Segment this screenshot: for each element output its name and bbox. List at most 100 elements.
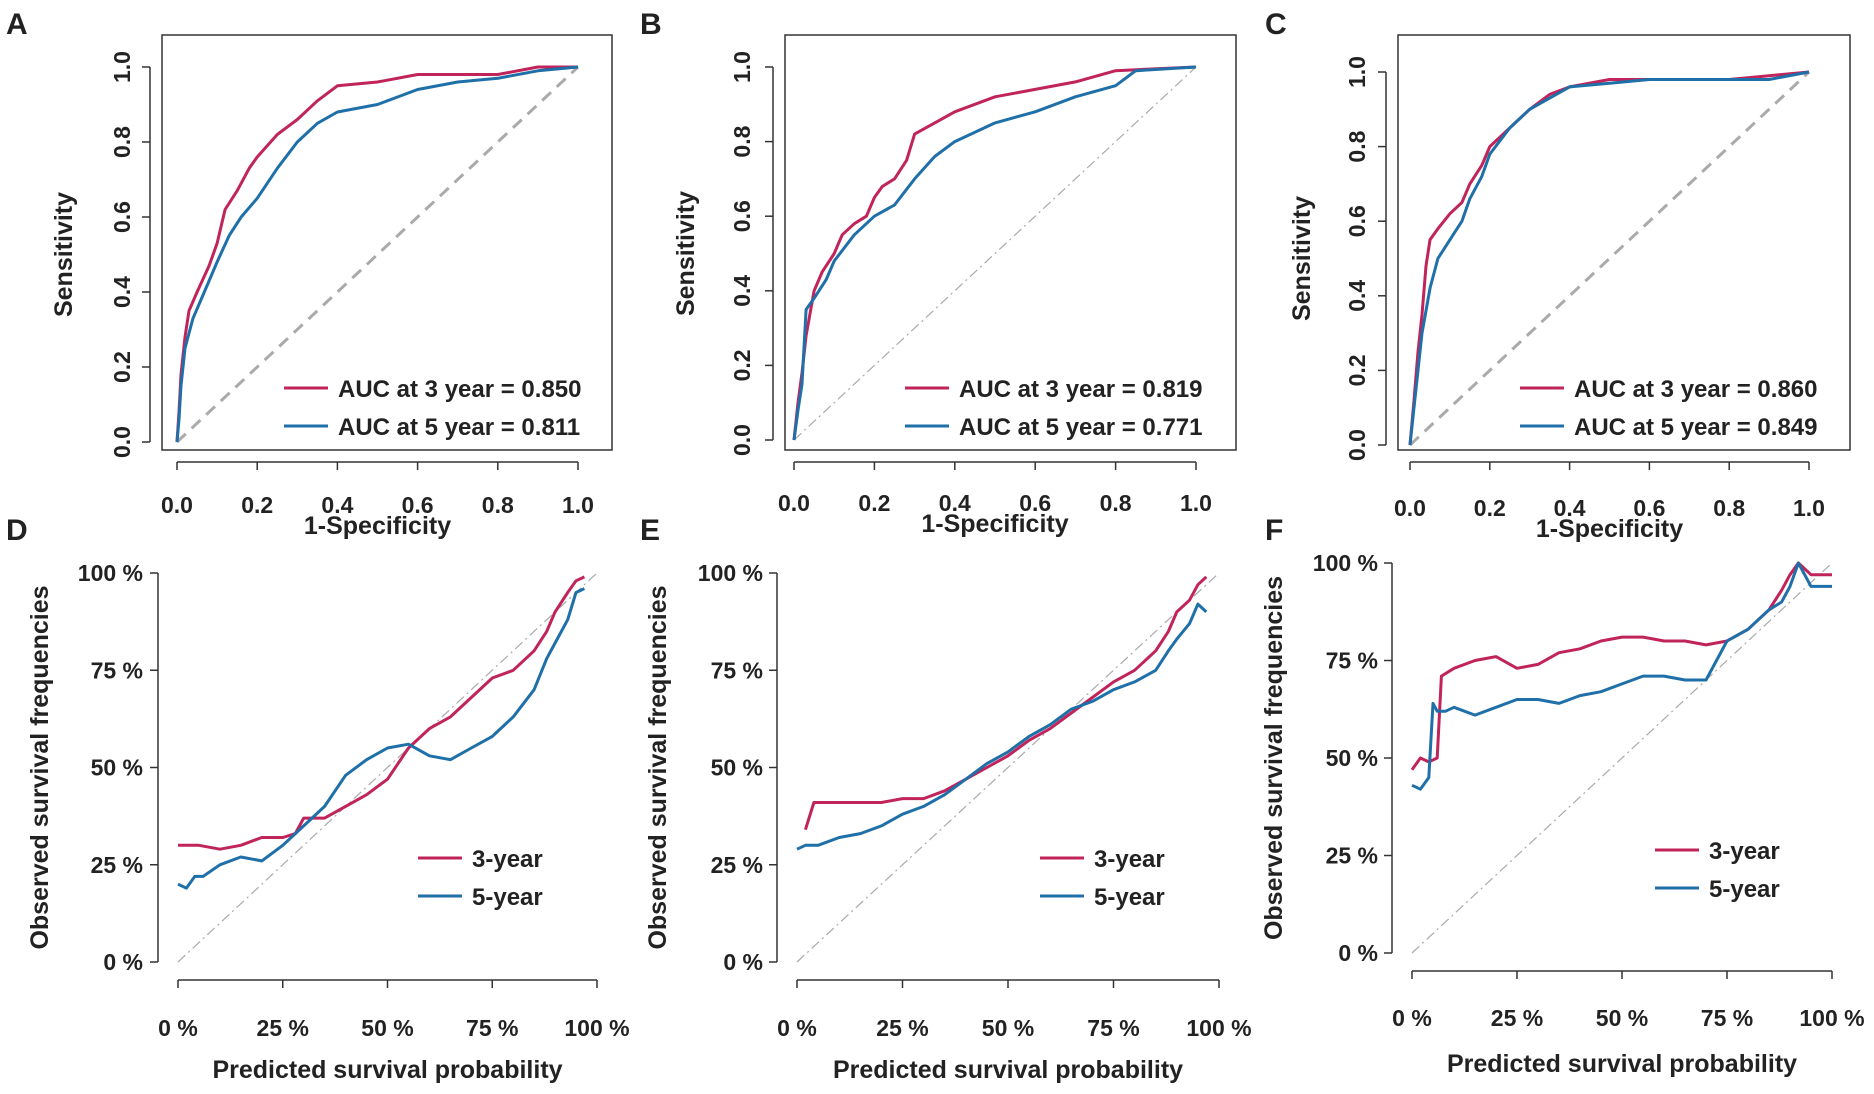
- y-tick-label: 0.4: [1344, 280, 1370, 312]
- y-tick-label: 0.6: [109, 201, 135, 233]
- reference-diagonal: [175, 65, 580, 444]
- series-line-five-year: [175, 65, 579, 443]
- y-tick-label: 0.6: [729, 200, 755, 232]
- y-tick-label: 25 %: [711, 852, 763, 878]
- y-tick-label: 0.8: [729, 125, 755, 157]
- series-line-five-year: [792, 65, 1197, 441]
- reference-diagonal: [796, 572, 1220, 963]
- x-tick-label: 0.6: [402, 492, 434, 518]
- series-line-five-year: [177, 587, 586, 890]
- x-tick-label: 100 %: [1799, 1005, 1864, 1031]
- y-axis-title: Sensitivity: [1288, 196, 1316, 321]
- panel-letter: E: [640, 514, 660, 547]
- x-axis-title: Predicted survival probability: [1447, 1050, 1797, 1078]
- x-tick-label: 75 %: [466, 1015, 518, 1041]
- legend-label: 5-year: [1709, 876, 1780, 903]
- chart-panel-c: C 0.0 0.2 0.4 0.6 0.8 1.0 0.0 0.2 0.4 0.6 0.8 1.0 1-S…: [1265, 8, 1851, 543]
- x-tick-label: 25 %: [876, 1015, 928, 1041]
- y-tick-label: 1.0: [729, 51, 755, 83]
- x-tick-label: 1.0: [562, 492, 594, 518]
- legend-label: 3-year: [472, 846, 543, 873]
- y-tick-label: 50 %: [1326, 745, 1378, 771]
- x-tick-label: 1.0: [1793, 495, 1825, 521]
- series-line-five-year: [796, 602, 1208, 851]
- x-tick-label: 0.4: [321, 492, 353, 518]
- series-line-five-year: [1411, 561, 1832, 791]
- y-axis-title: Observed survival frequencies: [644, 585, 672, 949]
- y-tick-label: 0.4: [729, 275, 755, 307]
- y-tick-label: 0.2: [109, 351, 135, 383]
- legend-label: 5-year: [1094, 884, 1165, 911]
- x-tick-label: 0 %: [158, 1015, 198, 1041]
- y-tick-label: 0.2: [1344, 354, 1370, 386]
- y-tick-label: 0 %: [723, 949, 763, 975]
- series-line-three-year: [175, 65, 578, 443]
- x-tick-label: 0.8: [1713, 495, 1745, 521]
- series-line-five-year: [1408, 70, 1810, 446]
- y-tick-label: 1.0: [109, 51, 135, 83]
- x-tick-label: 0 %: [1392, 1005, 1432, 1031]
- x-axis-title: Predicted survival probability: [212, 1056, 562, 1084]
- legend-label: AUC at 5 year = 0.811: [338, 414, 580, 441]
- y-tick-label: 50 %: [711, 755, 763, 781]
- legend-label: AUC at 3 year = 0.860: [1574, 376, 1817, 403]
- y-axis-title: Observed survival frequencies: [1260, 576, 1288, 940]
- y-tick-label: 0.6: [1344, 205, 1370, 237]
- chart-panel-b: B 0.0 0.2 0.4 0.6 0.8 1.0 0.0 0.2 0.4 0.6 0.8 1.0 1-S…: [640, 8, 1237, 538]
- x-tick-label: 75 %: [1701, 1005, 1753, 1031]
- panel-letter: C: [1265, 8, 1287, 41]
- y-tick-label: 25 %: [91, 852, 143, 878]
- series-line-three-year: [178, 575, 586, 851]
- x-axis-title: 1-Specificity: [1536, 515, 1683, 543]
- x-tick-label: 0.2: [241, 492, 273, 518]
- x-tick-label: 1.0: [1180, 490, 1212, 516]
- y-tick-label: 0.4: [109, 276, 135, 308]
- y-axis-title: Observed survival frequencies: [26, 585, 54, 949]
- y-tick-label: 100 %: [78, 560, 143, 586]
- legend-label: 3-year: [1094, 846, 1165, 873]
- x-tick-label: 0.6: [1633, 495, 1665, 521]
- x-tick-label: 0.0: [1394, 495, 1426, 521]
- y-axis-title: Sensitivity: [672, 191, 700, 316]
- x-tick-label: 100 %: [1186, 1015, 1251, 1041]
- legend-label: AUC at 5 year = 0.771: [959, 414, 1202, 441]
- y-tick-label: 0.8: [109, 126, 135, 158]
- y-tick-label: 0 %: [103, 949, 143, 975]
- y-axis-title: Sensitivity: [50, 192, 78, 317]
- plot-frame: [161, 34, 613, 451]
- y-tick-label: 0.0: [1344, 429, 1370, 461]
- y-tick-label: 100 %: [1313, 550, 1378, 576]
- panel-letter: D: [6, 514, 28, 547]
- chart-panel-a: A 0.0 0.2 0.4 0.6 0.8 1.0 0.0 0.2 0.4 0.6 0.8 1.0 1-S…: [6, 8, 613, 540]
- y-tick-label: 100 %: [698, 560, 763, 586]
- y-tick-label: 75 %: [711, 657, 763, 683]
- series-line-three-year: [1410, 561, 1832, 771]
- x-tick-label: 0.4: [939, 490, 971, 516]
- y-tick-label: 75 %: [1326, 648, 1378, 674]
- x-tick-label: 75 %: [1087, 1015, 1139, 1041]
- y-tick-label: 50 %: [91, 755, 143, 781]
- x-tick-label: 0 %: [777, 1015, 817, 1041]
- reference-diagonal: [177, 572, 598, 963]
- y-tick-label: 0 %: [1338, 940, 1378, 966]
- y-tick-label: 0.2: [729, 349, 755, 381]
- x-tick-label: 0.8: [482, 492, 514, 518]
- chart-panel-e: E 0 % 25 % 50 % 75 % 100 % 0 % 25 % 50 % 75 % 100 …: [640, 514, 1252, 1084]
- panel-letter: A: [6, 8, 28, 41]
- y-tick-label: 0.0: [729, 424, 755, 456]
- x-tick-label: 50 %: [1596, 1005, 1648, 1031]
- panel-letter: B: [640, 8, 662, 41]
- x-axis-title: 1-Specificity: [304, 512, 451, 540]
- x-tick-label: 0.0: [778, 490, 810, 516]
- y-tick-label: 1.0: [1344, 56, 1370, 88]
- reference-diagonal: [1408, 70, 1811, 447]
- series-line-three-year: [792, 65, 1197, 441]
- x-tick-label: 0.2: [858, 490, 890, 516]
- y-tick-label: 0.8: [1344, 130, 1370, 162]
- x-tick-label: 0.4: [1554, 495, 1586, 521]
- legend-label: 3-year: [1709, 838, 1780, 865]
- x-tick-label: 0.8: [1100, 490, 1132, 516]
- panel-letter: F: [1265, 514, 1283, 547]
- x-tick-label: 50 %: [361, 1015, 413, 1041]
